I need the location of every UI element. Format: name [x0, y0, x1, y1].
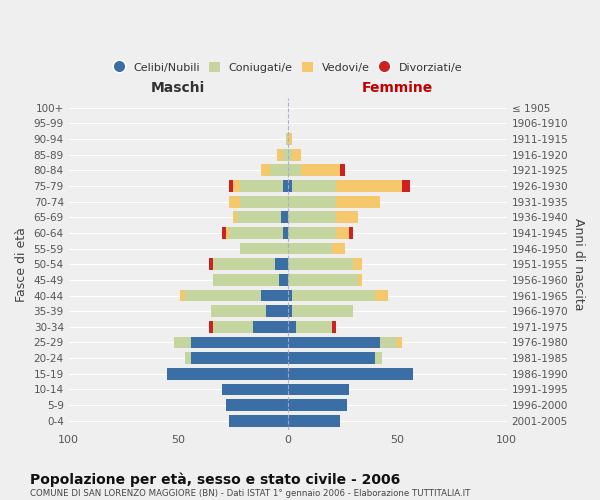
- Bar: [292, 306, 353, 317]
- Bar: [301, 164, 340, 176]
- Bar: [296, 321, 331, 332]
- Text: COMUNE DI SAN LORENZO MAGGIORE (BN) - Dati ISTAT 1° gennaio 2006 - Elaborazione : COMUNE DI SAN LORENZO MAGGIORE (BN) - Da…: [30, 489, 470, 498]
- Bar: [185, 352, 191, 364]
- Bar: [239, 242, 287, 254]
- Bar: [292, 180, 336, 192]
- Text: Maschi: Maschi: [151, 81, 205, 95]
- Bar: [281, 212, 287, 223]
- Y-axis label: Fasce di età: Fasce di età: [15, 227, 28, 302]
- Bar: [226, 399, 287, 411]
- Bar: [376, 352, 382, 364]
- Bar: [277, 149, 283, 160]
- Bar: [287, 336, 380, 348]
- Bar: [336, 212, 358, 223]
- Bar: [213, 274, 279, 286]
- Bar: [233, 180, 239, 192]
- Bar: [283, 149, 287, 160]
- Bar: [185, 290, 262, 302]
- Bar: [213, 321, 253, 332]
- Bar: [229, 196, 239, 207]
- Bar: [209, 321, 213, 332]
- Bar: [287, 227, 336, 239]
- Bar: [287, 196, 336, 207]
- Bar: [211, 306, 266, 317]
- Bar: [283, 180, 287, 192]
- Bar: [376, 290, 388, 302]
- Bar: [287, 258, 353, 270]
- Bar: [287, 384, 349, 396]
- Bar: [287, 399, 347, 411]
- Bar: [275, 258, 287, 270]
- Bar: [401, 180, 410, 192]
- Bar: [229, 415, 287, 426]
- Bar: [222, 227, 226, 239]
- Legend: Celibi/Nubili, Coniugati/e, Vedovi/e, Divorziati/e: Celibi/Nubili, Coniugati/e, Vedovi/e, Di…: [109, 58, 467, 77]
- Bar: [174, 336, 191, 348]
- Bar: [283, 227, 287, 239]
- Bar: [287, 164, 301, 176]
- Bar: [181, 290, 185, 302]
- Text: Popolazione per età, sesso e stato civile - 2006: Popolazione per età, sesso e stato civil…: [30, 472, 400, 487]
- Bar: [286, 133, 287, 145]
- Text: Femmine: Femmine: [362, 81, 433, 95]
- Bar: [262, 290, 287, 302]
- Bar: [270, 164, 287, 176]
- Bar: [292, 149, 301, 160]
- Bar: [336, 180, 401, 192]
- Bar: [287, 352, 376, 364]
- Bar: [209, 258, 213, 270]
- Y-axis label: Anni di nascita: Anni di nascita: [572, 218, 585, 310]
- Bar: [287, 306, 292, 317]
- Bar: [287, 368, 413, 380]
- Bar: [279, 274, 287, 286]
- Bar: [229, 180, 233, 192]
- Bar: [287, 242, 331, 254]
- Bar: [191, 352, 287, 364]
- Bar: [229, 227, 283, 239]
- Bar: [238, 212, 281, 223]
- Bar: [331, 321, 336, 332]
- Bar: [287, 415, 340, 426]
- Bar: [287, 274, 358, 286]
- Bar: [287, 149, 292, 160]
- Bar: [292, 290, 376, 302]
- Bar: [213, 258, 275, 270]
- Bar: [287, 133, 292, 145]
- Bar: [222, 384, 287, 396]
- Bar: [358, 274, 362, 286]
- Bar: [266, 306, 287, 317]
- Bar: [336, 227, 349, 239]
- Bar: [397, 336, 401, 348]
- Bar: [331, 242, 344, 254]
- Bar: [262, 164, 270, 176]
- Bar: [287, 290, 292, 302]
- Bar: [287, 180, 292, 192]
- Bar: [191, 336, 287, 348]
- Bar: [239, 180, 283, 192]
- Bar: [349, 227, 353, 239]
- Bar: [226, 227, 229, 239]
- Bar: [239, 196, 287, 207]
- Bar: [340, 164, 344, 176]
- Bar: [167, 368, 287, 380]
- Bar: [287, 212, 336, 223]
- Bar: [353, 258, 362, 270]
- Bar: [253, 321, 287, 332]
- Bar: [336, 196, 380, 207]
- Bar: [287, 321, 296, 332]
- Bar: [380, 336, 397, 348]
- Bar: [233, 212, 238, 223]
